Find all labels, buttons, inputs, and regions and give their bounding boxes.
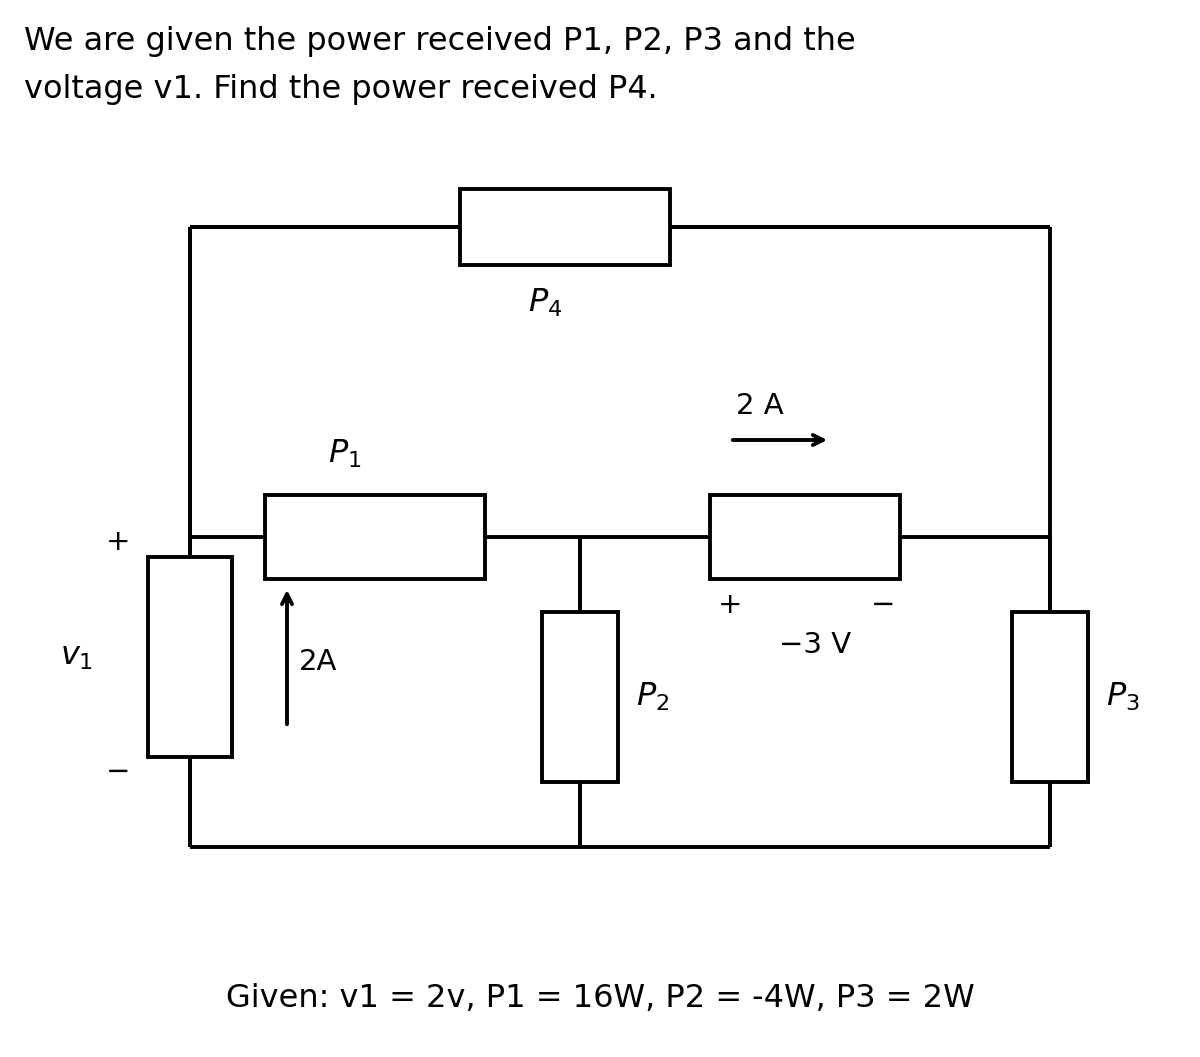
Bar [148,557,232,757]
Text: −3 V: −3 V [779,631,851,659]
Bar [710,495,900,579]
Text: $P_2$: $P_2$ [636,681,670,713]
Text: voltage v1. Find the power received P4.: voltage v1. Find the power received P4. [24,74,658,105]
Text: +: + [718,591,743,619]
Text: +: + [106,528,130,556]
Text: 2A: 2A [299,648,337,676]
Text: 2 A: 2 A [736,392,784,420]
Text: $v_1$: $v_1$ [60,642,94,672]
Bar [542,612,618,782]
Bar [265,495,485,579]
Text: We are given the power received P1, P2, P3 and the: We are given the power received P1, P2, … [24,26,856,57]
Bar [1012,612,1088,782]
Text: −: − [871,591,895,619]
Text: Given: v1 = 2v, P1 = 16W, P2 = -4W, P3 = 2W: Given: v1 = 2v, P1 = 16W, P2 = -4W, P3 =… [226,983,974,1015]
Text: $P_1$: $P_1$ [329,438,361,470]
Text: −: − [106,758,130,786]
Bar [460,189,670,265]
Text: $P_4$: $P_4$ [528,288,562,319]
Text: $P_3$: $P_3$ [1106,681,1140,713]
